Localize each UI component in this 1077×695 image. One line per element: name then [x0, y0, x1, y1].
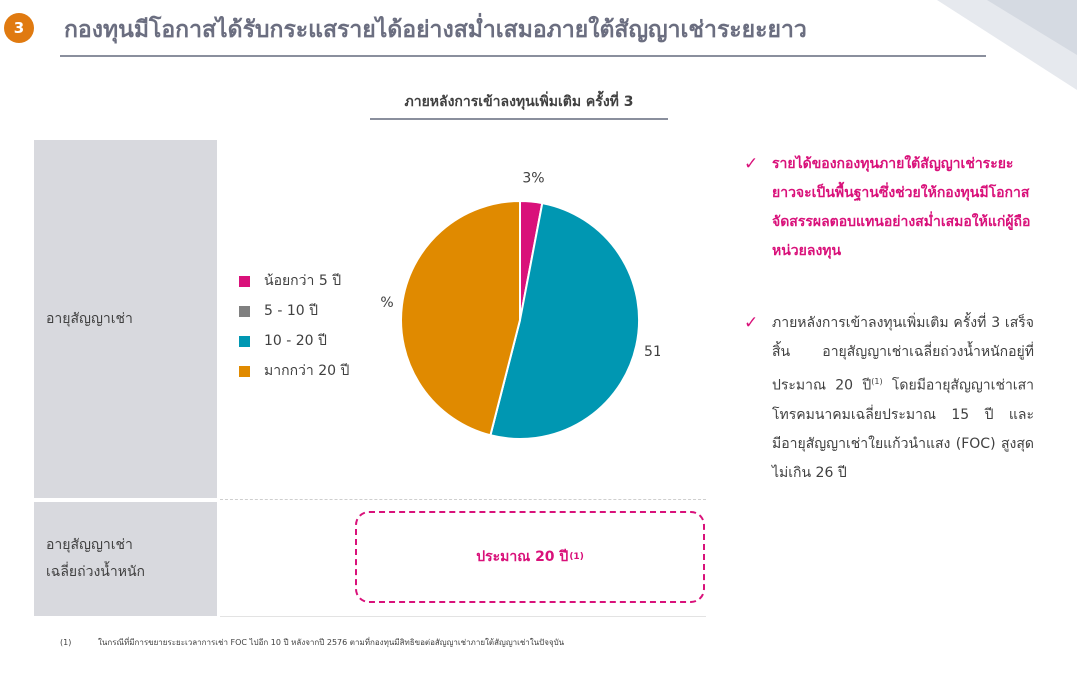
slice-data-label: 51%: [644, 344, 660, 360]
legend-label: 10 - 20 ปี: [264, 333, 327, 349]
weighted-average-row-label: อายุสัญญาเช่า เฉลี่ยถ่วงน้ำหนัก: [34, 502, 217, 616]
pie-slice: [400, 199, 521, 437]
section-number-badge: 3: [4, 13, 34, 43]
table-bottom-border: [220, 616, 706, 617]
checkmark-icon: ✓: [744, 154, 759, 174]
lease-term-row-label: อายุสัญญาเช่า: [34, 140, 217, 498]
weighted-average-value: ประมาณ 20 ปี: [476, 549, 569, 565]
chart-subtitle: ภายหลังการเข้าลงทุนเพิ่มเติม ครั้งที่ 3: [404, 94, 634, 110]
pie-slice: [489, 201, 641, 440]
legend-swatch: [239, 335, 250, 347]
legend-swatch: [239, 305, 250, 317]
legend-item: มากกว่า 20 ปี: [239, 356, 349, 386]
legend-swatch: [239, 275, 250, 287]
key-point-2-text-after: โดยมีอายุสัญญาเช่าเสาโทรคมนาคมเฉลี่ยประม…: [772, 377, 1035, 481]
legend-label: น้อยกว่า 5 ปี: [264, 273, 342, 289]
footnote-marker: (1): [60, 638, 72, 647]
subtitle-underline: [370, 118, 668, 120]
legend-item: น้อยกว่า 5 ปี: [239, 266, 349, 296]
title-underline: [60, 55, 986, 57]
slice-data-label: 3%: [522, 171, 544, 187]
legend-label: มากกว่า 20 ปี: [264, 363, 350, 379]
lease-term-label: อายุสัญญาเช่า: [46, 310, 133, 327]
key-point-2-text-before: ภายหลังการเข้าลงทุนเพิ่มเติม ครั้งที่ 3 …: [772, 315, 1034, 394]
weighted-average-footnote-ref: (1): [569, 552, 584, 562]
weighted-label-line1: อายุสัญญาเช่า: [46, 537, 133, 553]
legend-label: 5 - 10 ปี: [264, 303, 319, 319]
key-point-2-footnote-ref: (1): [871, 377, 883, 386]
row-divider: [220, 499, 706, 500]
weighted-label-line2: เฉลี่ยถ่วงน้ำหนัก: [46, 564, 145, 580]
key-point-1-text: รายได้ของกองทุนภายใต้สัญญาเช่าระยะยาวจะเ…: [772, 156, 1031, 259]
key-points: ✓ รายได้ของกองทุนภายใต้สัญญาเช่าระยะยาวจ…: [744, 150, 1034, 488]
key-point-2: ✓ ภายหลังการเข้าลงทุนเพิ่มเติม ครั้งที่ …: [744, 309, 1034, 488]
corner-decoration: [937, 0, 1077, 90]
legend-item: 5 - 10 ปี: [239, 296, 349, 326]
weighted-average-box: ประมาณ 20 ปี (1): [355, 511, 705, 603]
footnote: (1) ในกรณีที่มีการขยายระยะเวลาการเช่า FOC…: [60, 636, 564, 649]
slice-data-label: 46%: [380, 295, 394, 311]
key-point-1: ✓ รายได้ของกองทุนภายใต้สัญญาเช่าระยะยาวจ…: [744, 150, 1034, 266]
page-title: กองทุนมีโอกาสได้รับกระแสรายได้อย่างสม่ำเ…: [64, 17, 807, 43]
footnote-text: ในกรณีที่มีการขยายระยะเวลาการเช่า FOC ไป…: [98, 638, 565, 647]
pie-chart: 3% 51% 46%: [380, 171, 660, 440]
legend-item: 10 - 20 ปี: [239, 326, 349, 356]
chart-legend: น้อยกว่า 5 ปี 5 - 10 ปี 10 - 20 ปีมากกว่า …: [239, 266, 349, 386]
checkmark-icon: ✓: [744, 313, 759, 333]
legend-swatch: [239, 365, 250, 377]
